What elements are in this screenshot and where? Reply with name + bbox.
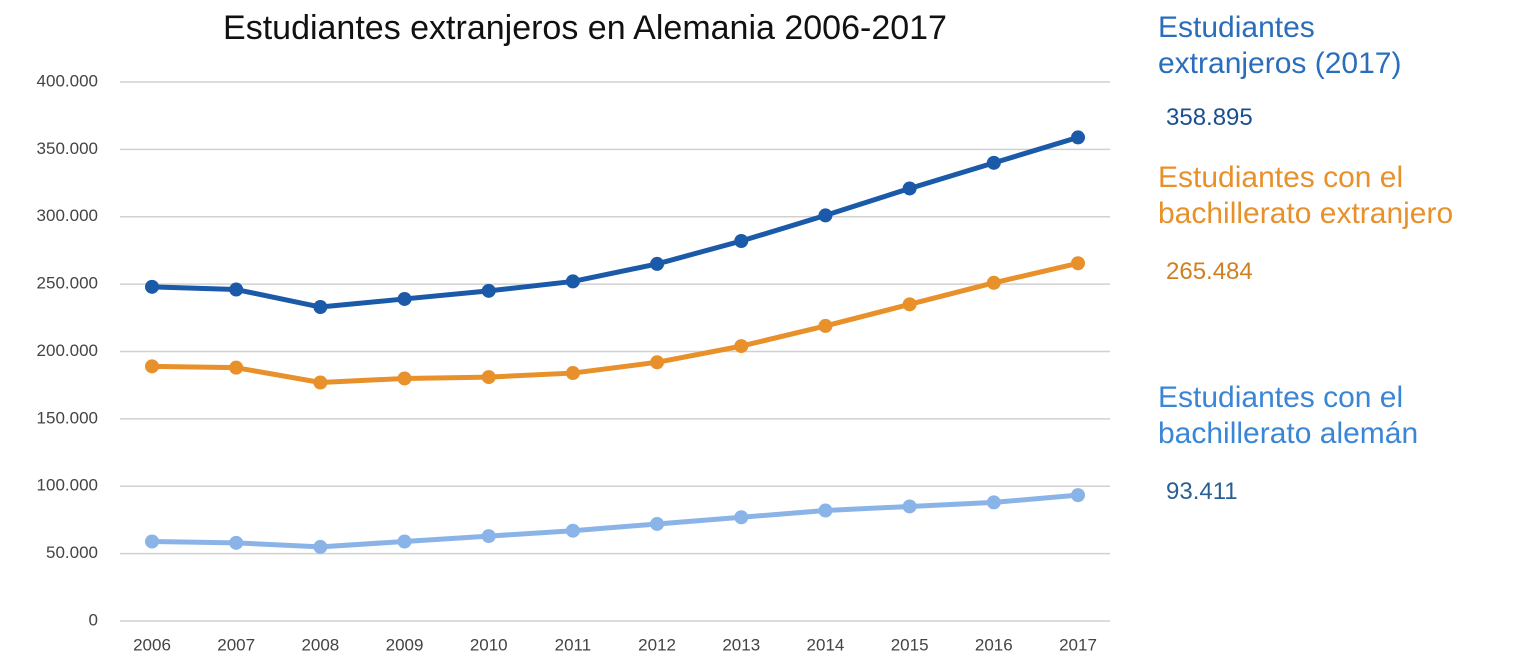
point <box>565 523 580 538</box>
y-tick-label: 50.000 <box>46 543 98 562</box>
point <box>313 300 328 315</box>
x-tick-label: 2012 <box>638 635 676 654</box>
series-line <box>151 260 1079 385</box>
point <box>650 256 665 271</box>
point <box>565 366 580 381</box>
value-label: 93.411 <box>1166 478 1238 505</box>
point <box>1071 256 1085 271</box>
point <box>397 371 412 386</box>
point <box>229 360 244 375</box>
chart-title: Estudiantes extranjeros en Alemania 2006… <box>223 9 947 47</box>
x-tick-label: 2007 <box>217 635 255 654</box>
y-tick-label: 150.000 <box>37 408 98 427</box>
x-tick-label: 2006 <box>133 635 171 654</box>
point <box>565 274 580 289</box>
point <box>145 279 159 294</box>
point <box>1071 488 1085 503</box>
point <box>734 234 749 249</box>
x-tick-label: 2009 <box>386 635 424 654</box>
y-tick-label: 100.000 <box>37 476 98 495</box>
point <box>986 155 1001 170</box>
y-tick-label: 200.000 <box>37 341 98 360</box>
point <box>397 534 412 549</box>
point <box>902 297 917 312</box>
x-tick-label: 2013 <box>722 635 760 654</box>
legend-label: Estudiantes extranjeros (2017) <box>1158 11 1402 80</box>
x-tick-label: 2014 <box>807 635 845 654</box>
legend-label: Estudiantes con el bachillerato extranje… <box>1158 161 1454 230</box>
chart: Estudiantes extranjeros en Alemania 2006… <box>37 9 1110 654</box>
point <box>902 499 917 514</box>
point <box>145 534 159 549</box>
x-tick-label: 2017 <box>1059 635 1097 654</box>
point <box>229 535 244 550</box>
point <box>397 291 412 306</box>
point <box>481 283 496 298</box>
point <box>1071 130 1085 145</box>
x-tick-label: 2016 <box>975 635 1013 654</box>
point <box>734 339 749 354</box>
y-tick-label: 250.000 <box>37 274 98 293</box>
point <box>481 370 496 385</box>
x-tick-label: 2011 <box>555 635 592 654</box>
y-tick-label: 300.000 <box>37 206 98 225</box>
x-tick-label: 2008 <box>301 635 339 654</box>
x-tick-label: 2010 <box>470 635 508 654</box>
point <box>145 359 159 374</box>
point <box>986 495 1001 510</box>
point <box>818 318 833 333</box>
point <box>818 208 833 223</box>
point <box>650 355 665 370</box>
point <box>818 503 833 518</box>
point <box>986 275 1001 290</box>
point <box>313 375 328 390</box>
point <box>902 181 917 196</box>
point <box>650 516 665 531</box>
series-line <box>151 134 1079 310</box>
value-label: 358.895 <box>1166 104 1253 131</box>
value-label: 265.484 <box>1166 258 1253 285</box>
point <box>313 539 328 554</box>
y-tick-label: 0 <box>89 610 98 629</box>
y-tick-label: 350.000 <box>37 139 98 158</box>
x-tick-label: 2015 <box>891 635 929 654</box>
point <box>229 282 244 297</box>
legend-label: Estudiantes con el bachillerato alemán <box>1158 381 1419 450</box>
point <box>481 529 496 544</box>
y-tick-label: 400.000 <box>37 71 98 90</box>
point <box>734 510 749 525</box>
series-line <box>151 492 1079 550</box>
